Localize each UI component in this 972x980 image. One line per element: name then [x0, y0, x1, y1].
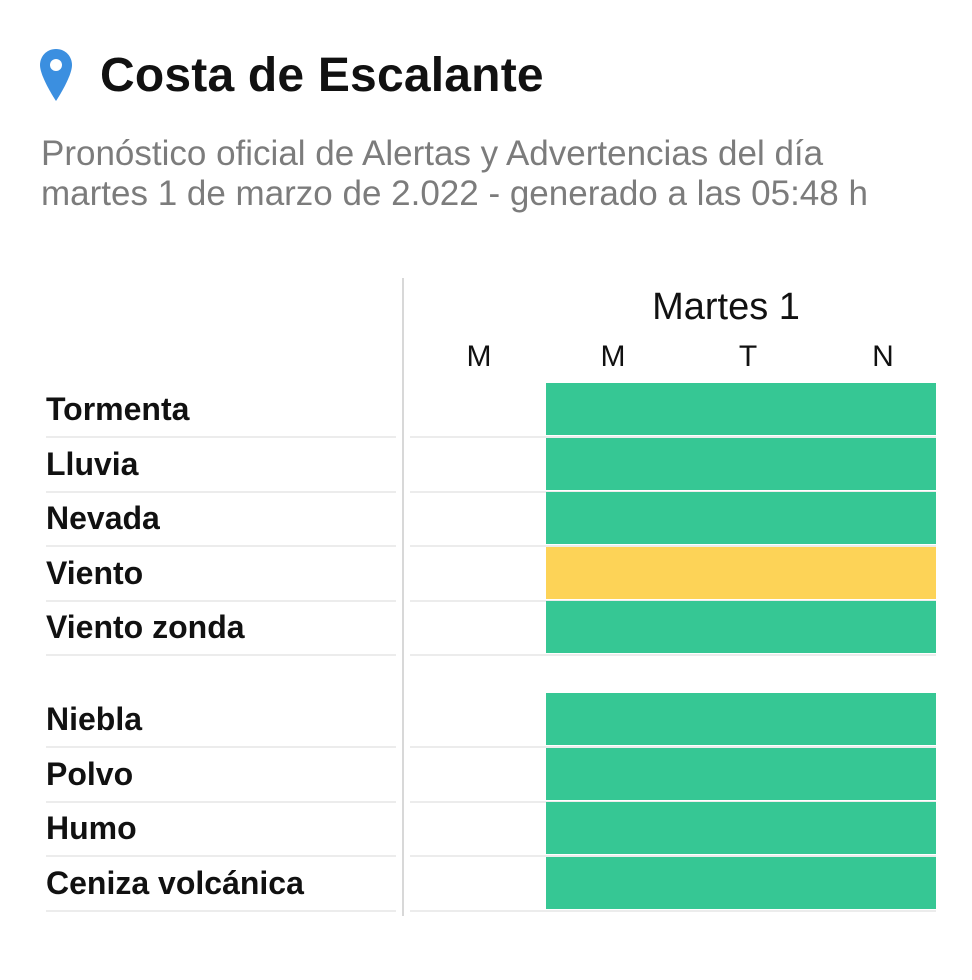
alert-row-label: Viento zonda [46, 609, 245, 645]
row-divider [410, 436, 936, 438]
row-divider [410, 910, 936, 912]
alert-level-cell [546, 857, 936, 909]
alert-level-cell [546, 547, 936, 599]
row-divider [46, 801, 396, 803]
alert-row-label: Humo [46, 810, 137, 846]
row-divider [46, 545, 396, 547]
page-header: Costa de Escalante [38, 40, 544, 110]
alert-level-cell [546, 693, 936, 745]
alert-row-label: Polvo [46, 756, 134, 792]
row-divider [46, 746, 396, 748]
period-header: M [466, 340, 492, 373]
day-header: Martes 1 [652, 286, 800, 328]
row-divider [410, 545, 936, 547]
alert-row-label: Ceniza volcánica [46, 865, 304, 901]
alert-row-label: Niebla [46, 701, 143, 737]
alert-level-cell [546, 438, 936, 490]
subtitle-line-1: Pronóstico oficial de Alertas y Adverten… [41, 134, 824, 173]
row-divider [46, 855, 396, 857]
row-divider [46, 436, 396, 438]
alert-level-cell [546, 601, 936, 653]
row-divider [410, 855, 936, 857]
subtitle-line-2: martes 1 de marzo de 2.022 - generado a … [41, 174, 868, 213]
page-title: Costa de Escalante [100, 48, 544, 102]
table-divider [402, 278, 404, 916]
row-divider [46, 600, 396, 602]
row-divider [46, 910, 396, 912]
alert-row-label: Viento [46, 555, 144, 591]
period-header: M [600, 340, 626, 373]
alert-row-label: Lluvia [46, 446, 139, 482]
alert-level-cell [546, 383, 936, 435]
row-divider [46, 491, 396, 493]
period-header: T [738, 340, 758, 373]
alert-row-label: Tormenta [46, 391, 190, 427]
alert-row-label: Nevada [46, 500, 160, 536]
map-pin-icon [38, 47, 74, 103]
period-header: N [872, 340, 894, 373]
alert-level-cell [546, 748, 936, 800]
forecast-subtitle: Pronóstico oficial de Alertas y Adverten… [41, 134, 951, 214]
alert-level-cell [546, 802, 936, 854]
row-divider [410, 654, 936, 656]
row-divider [410, 746, 936, 748]
row-divider [46, 654, 396, 656]
alert-level-cell [546, 492, 936, 544]
